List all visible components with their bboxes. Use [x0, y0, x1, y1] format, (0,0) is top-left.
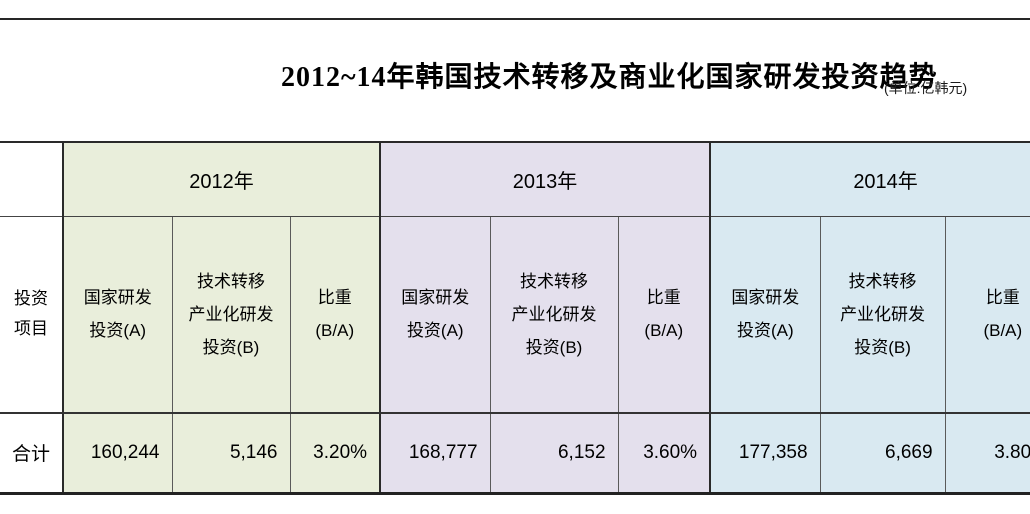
top-divider-rule [0, 18, 1030, 20]
col-header-2014-national-rd: 国家研发 投资(A) [709, 216, 821, 414]
cell-2014-ratio: 3.80% [944, 413, 1030, 493]
unit-label: (单位:亿韩元) [884, 80, 968, 96]
cell-2013-transfer-rd: 6,152 [489, 413, 619, 493]
col-header-2013-national-rd: 国家研发 投资(A) [379, 216, 491, 414]
col-header-2012-transfer-rd: 技术转移 产业化研发 投资(B) [171, 216, 290, 414]
cell-2012-transfer-rd: 5,146 [171, 413, 290, 493]
year-header-2013: 2013年 [379, 142, 711, 217]
col-header-2012-national-rd: 国家研发 投资(A) [62, 216, 172, 414]
corner-cell [0, 142, 63, 217]
investment-table: 2012年 2013年 2014年 投资 项目 国家研发 投资(A) 技术转移 … [0, 141, 1030, 495]
cell-2013-national-rd: 168,777 [379, 413, 491, 493]
cell-2012-national-rd: 160,244 [62, 413, 172, 493]
total-row: 合计 160,244 5,146 3.20% 168,777 6,152 3.6… [0, 413, 1030, 493]
col-header-2013-transfer-rd: 技术转移 产业化研发 投资(B) [489, 216, 619, 414]
cell-2012-ratio: 3.20% [289, 413, 381, 493]
year-header-row: 2012年 2013年 2014年 [0, 142, 1030, 217]
total-row-label: 合计 [0, 413, 63, 493]
year-header-2012: 2012年 [61, 142, 381, 217]
page-title: 2012~14年韩国技术转移及商业化国家研发投资趋势 [281, 62, 938, 93]
column-header-row: 投资 项目 国家研发 投资(A) 技术转移 产业化研发 投资(B) 比重 (B/… [0, 216, 1030, 414]
cell-2013-ratio: 3.60% [617, 413, 711, 493]
cell-2014-national-rd: 177,358 [709, 413, 821, 493]
col-header-2012-ratio: 比重 (B/A) [289, 216, 381, 414]
col-header-2013-ratio: 比重 (B/A) [617, 216, 711, 414]
year-header-2014: 2014年 [709, 142, 1030, 217]
col-header-2014-transfer-rd: 技术转移 产业化研发 投资(B) [819, 216, 946, 414]
row-header-title: 投资 项目 [0, 216, 63, 414]
cell-2014-transfer-rd: 6,669 [819, 413, 946, 493]
col-header-2014-ratio: 比重 (B/A) [944, 216, 1030, 414]
